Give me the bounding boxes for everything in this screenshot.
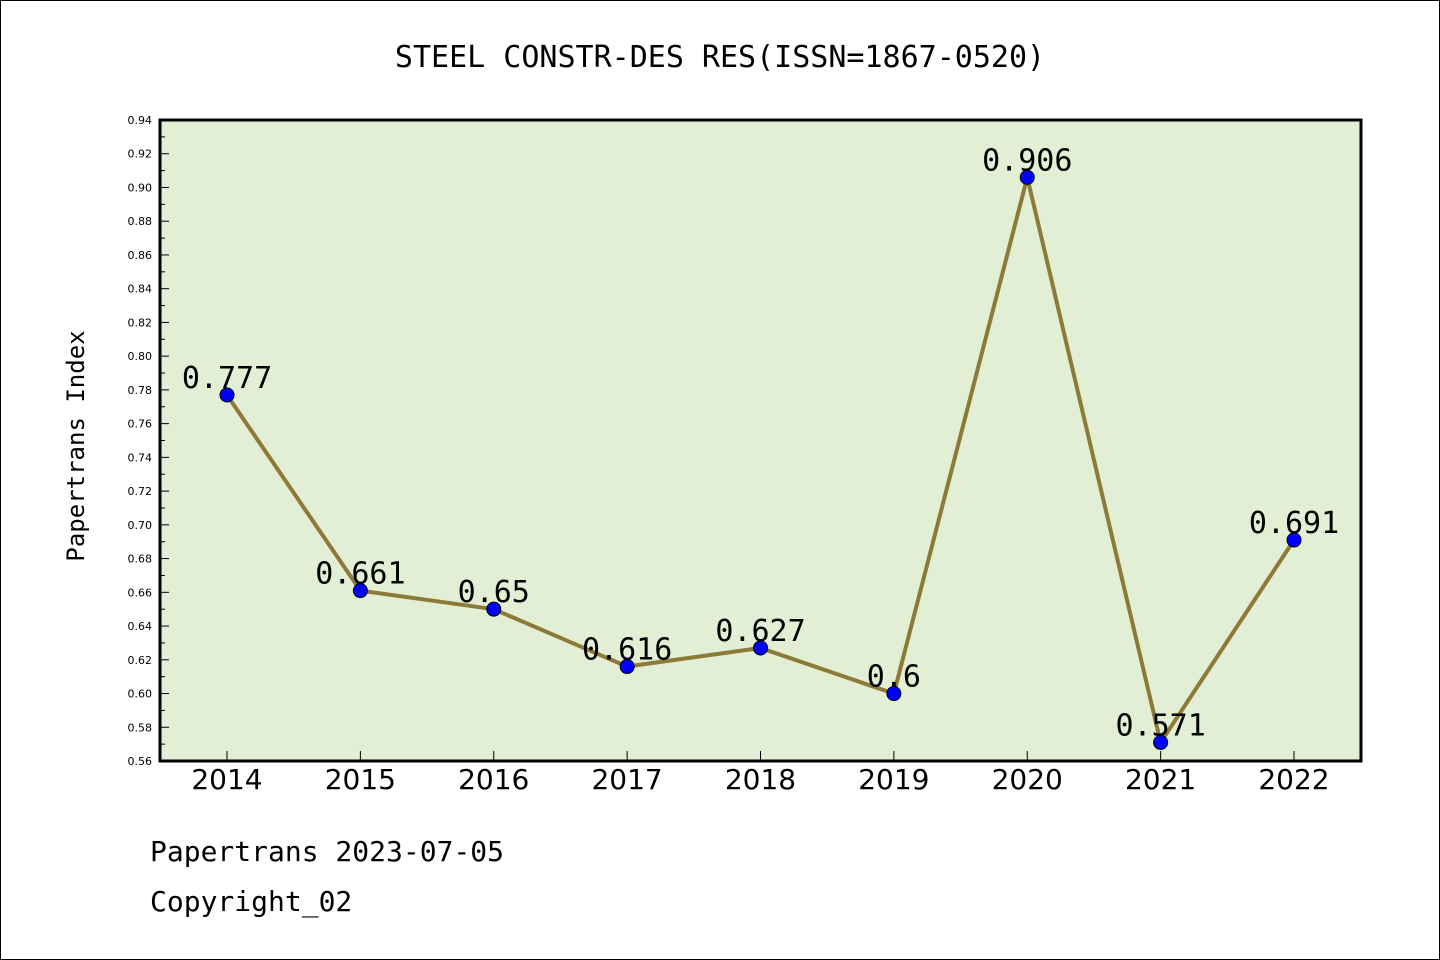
data-label: 0.571 (1115, 708, 1205, 743)
y-axis-label: Papertrans Index (62, 330, 90, 561)
y-tick-label: 0.62 (128, 654, 153, 667)
data-point (886, 686, 902, 702)
data-labels: 0.777 0.661 0.65 0.616 0.627 0.6 0.906 0.571 0.6… (182, 143, 1339, 743)
y-tick-label: 0.72 (128, 485, 153, 498)
x-tick-label: 2014 (191, 763, 262, 796)
y-tick-label: 0.86 (128, 249, 153, 262)
x-tick-label: 2020 (992, 763, 1063, 796)
footer-copyright: Copyright_02 (150, 885, 353, 918)
y-tick-label: 0.92 (128, 148, 153, 161)
data-label: 0.661 (315, 557, 405, 592)
x-tick-label: 2015 (325, 763, 396, 796)
data-point (219, 387, 235, 403)
x-tick-label: 2016 (458, 763, 529, 796)
y-tick-label: 0.64 (128, 620, 153, 633)
data-point (619, 659, 635, 675)
data-label: 0.906 (982, 143, 1072, 178)
y-tick-label: 0.56 (128, 755, 153, 768)
footer-date: Papertrans 2023-07-05 (150, 835, 505, 868)
y-tick-label: 0.94 (128, 114, 153, 127)
data-label: 0.6 (867, 660, 921, 695)
y-tick-label: 0.66 (128, 586, 153, 599)
y-tick-label: 0.78 (128, 384, 153, 397)
y-tick-label: 0.84 (128, 283, 153, 296)
y-tick-label: 0.58 (128, 721, 153, 734)
data-label: 0.65 (458, 575, 530, 610)
y-tick-label: 0.80 (128, 350, 153, 363)
y-tick-label: 0.74 (128, 451, 153, 464)
data-point (753, 640, 768, 656)
data-point (352, 583, 368, 599)
data-label: 0.691 (1249, 506, 1339, 541)
data-point (486, 601, 502, 617)
data-points (219, 169, 1302, 750)
y-axis-ticks: 0.56 0.58 0.60 0.62 0.64 0.66 0.68 0.70 0.72 0.74… (128, 114, 169, 768)
chart-title: STEEL CONSTR-DES RES(ISSN=1867-0520) (395, 40, 1045, 75)
y-tick-label: 0.76 (128, 418, 153, 431)
y-tick-label: 0.68 (128, 553, 153, 566)
y-tick-label: 0.60 (128, 688, 153, 701)
y-tick-label: 0.82 (128, 316, 153, 329)
data-point (1153, 734, 1169, 750)
y-tick-label: 0.70 (128, 519, 153, 532)
data-label: 0.627 (715, 614, 805, 649)
x-axis-ticks: 2014 2015 2016 2017 2018 2019 2020 2021 2022 (191, 751, 1330, 796)
data-point (1019, 169, 1035, 185)
y-tick-label: 0.88 (128, 215, 153, 228)
data-label: 0.777 (182, 361, 272, 396)
x-tick-label: 2017 (591, 763, 662, 796)
x-tick-label: 2019 (858, 763, 929, 796)
data-label: 0.616 (582, 633, 672, 668)
x-tick-label: 2021 (1125, 763, 1196, 796)
plot-area (158, 118, 1363, 763)
y-tick-label: 0.90 (128, 181, 153, 194)
x-tick-label: 2022 (1258, 763, 1329, 796)
data-point (1286, 532, 1302, 548)
x-tick-label: 2018 (725, 763, 796, 796)
